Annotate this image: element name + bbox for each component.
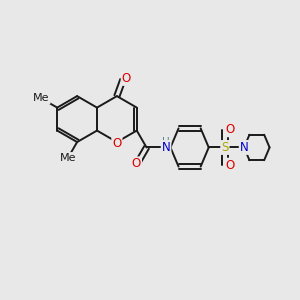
Text: S: S: [221, 141, 229, 154]
Text: O: O: [226, 159, 235, 172]
Text: H: H: [162, 137, 170, 147]
Text: O: O: [132, 158, 141, 170]
Text: N: N: [240, 141, 248, 154]
Text: Me: Me: [33, 93, 50, 103]
Text: O: O: [122, 72, 131, 85]
Text: O: O: [112, 137, 122, 150]
Text: Me: Me: [60, 153, 76, 163]
Text: O: O: [226, 123, 235, 136]
Text: N: N: [162, 141, 170, 154]
